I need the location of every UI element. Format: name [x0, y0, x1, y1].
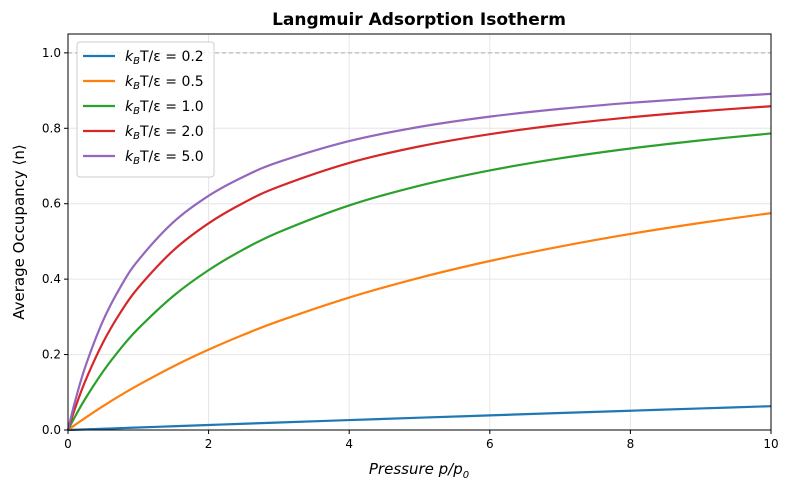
- axis-ticks: 0 2 4 6 8 10 0.0 0.2 0.4 0.6 0.8 1.0: [42, 46, 779, 451]
- legend-label: kBT/ε = 2.0: [125, 124, 204, 142]
- y-axis-label: Average Occupancy ⟨n⟩: [10, 144, 28, 320]
- series-line: [67, 132, 772, 431]
- x-axis-label: Pressure p/p0: [369, 460, 469, 481]
- y-tick-label: 0.6: [42, 197, 61, 211]
- x-tick-label: 6: [486, 437, 494, 451]
- y-tick-label: 0.8: [42, 121, 61, 135]
- series-line: [67, 212, 772, 431]
- legend-label: kBT/ε = 5.0: [125, 149, 204, 167]
- chart-title: Langmuir Adsorption Isotherm: [272, 10, 566, 30]
- y-tick-label: 0.2: [42, 348, 61, 362]
- x-tick-label: 0: [64, 437, 72, 451]
- legend-label: kBT/ε = 0.5: [125, 74, 204, 92]
- legend-box: [76, 41, 215, 178]
- legend-label: kBT/ε = 1.0: [125, 99, 204, 117]
- series-line: [66, 92, 772, 431]
- series-lines: [66, 92, 772, 432]
- x-tick-label: 10: [763, 437, 778, 451]
- series-line: [66, 105, 772, 431]
- y-tick-label: 0.0: [42, 423, 61, 437]
- plot-frame: [67, 33, 772, 431]
- series-line: [67, 405, 772, 432]
- y-tick-label: 0.4: [42, 272, 61, 286]
- x-tick-label: 8: [627, 437, 635, 451]
- legend: kBT/ε = 0.2 kBT/ε = 0.5 kBT/ε = 1.0 kBT/ε =…: [76, 41, 215, 178]
- x-tick-label: 2: [205, 437, 213, 451]
- y-tick-label: 1.0: [42, 46, 61, 60]
- legend-label: kBT/ε = 0.2: [125, 49, 204, 67]
- x-tick-label: 4: [345, 437, 353, 451]
